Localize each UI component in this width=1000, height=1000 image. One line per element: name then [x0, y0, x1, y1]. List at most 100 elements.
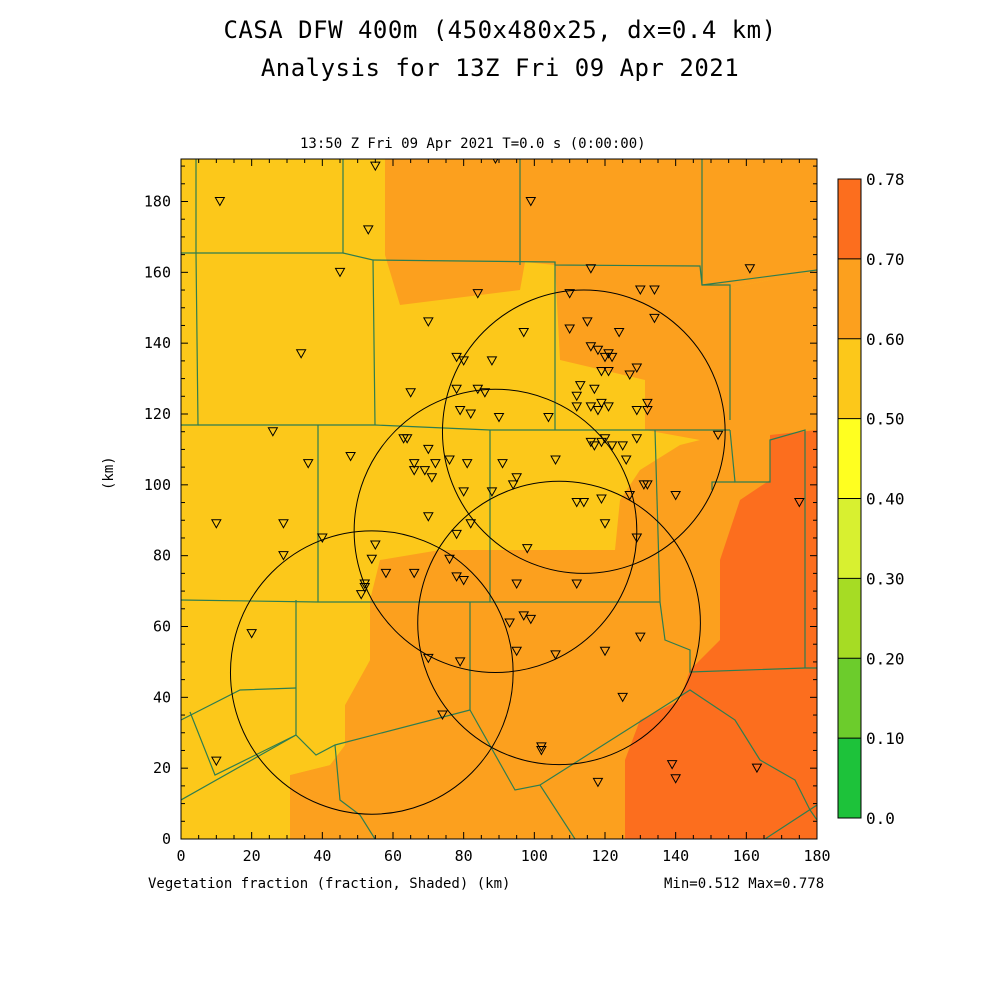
station-marker: [210, 519, 222, 529]
station-marker: [571, 391, 583, 402]
colorbar: 0.0 0.10 0.20 0.30 0.40 0.50 0.60 0.70 0.78: [837, 170, 905, 828]
station-marker: [419, 466, 431, 476]
station-marker: [550, 650, 561, 660]
station-marker: [465, 409, 477, 420]
y-tick-label: 140: [144, 334, 171, 352]
x-tick-label: 180: [803, 847, 830, 865]
station-marker: [511, 473, 523, 483]
radar-ring-2: [353, 388, 638, 674]
station-marker: [437, 710, 448, 721]
station-marker: [511, 646, 523, 657]
station-marker: [461, 459, 473, 469]
station-marker: [465, 519, 477, 529]
station-marker: [631, 434, 643, 444]
station-marker: [210, 756, 222, 767]
station-marker: [422, 444, 434, 455]
station-marker: [617, 692, 629, 703]
station-marker: [479, 388, 491, 398]
station-marker: [596, 367, 607, 377]
station-marker: [564, 289, 576, 299]
x-tick-label: 140: [662, 847, 689, 865]
station-marker: [670, 490, 682, 501]
station-marker: [451, 529, 462, 540]
colorbar-segment: [838, 338, 861, 419]
station-marker: [585, 264, 597, 274]
station-marker: [444, 554, 455, 565]
station-marker: [278, 551, 289, 561]
station-marker: [518, 611, 530, 621]
station-marker: [278, 519, 289, 529]
y-tick-label: 20: [153, 759, 171, 777]
y-tick-label: 160: [144, 263, 171, 281]
x-tick-label: 160: [733, 847, 760, 865]
station-marker: [472, 289, 484, 299]
station-marker: [369, 540, 381, 551]
shaded-field: [181, 159, 817, 839]
colorbar-label: 0.40: [866, 490, 905, 509]
station-marker: [511, 579, 523, 590]
y-tick-label: 0: [162, 830, 171, 848]
station-marker: [631, 363, 643, 373]
station-marker: [751, 763, 763, 774]
station-marker: [571, 579, 583, 590]
station-marker: [642, 398, 653, 409]
station-marker: [507, 480, 519, 490]
y-axis: 0 20 40 60 80 100 120 140 160 180: [144, 165, 817, 848]
station-marker: [585, 342, 597, 352]
station-marker: [599, 519, 611, 529]
map-title-line2: Analysis for 13Z Fri 09 Apr 2021: [260, 54, 740, 82]
station-marker: [422, 653, 434, 664]
region-050-060-southwest: [181, 600, 370, 839]
station-marker: [581, 317, 593, 327]
station-marker: [649, 285, 660, 296]
station-marker: [634, 285, 646, 296]
y-tick-label: 100: [144, 476, 171, 494]
colorbar-segment: [838, 498, 861, 579]
station-marker: [472, 384, 484, 395]
station-marker: [596, 494, 607, 505]
colorbar-segment: [838, 578, 861, 659]
station-marker: [408, 568, 420, 579]
radar-ring-1: [441, 289, 726, 574]
station-marker: [525, 197, 537, 207]
station-marker: [444, 455, 455, 466]
station-marker: [246, 629, 258, 639]
region-060-070-north: [385, 159, 817, 440]
y-tick-label: 40: [153, 688, 171, 706]
station-marker: [564, 324, 576, 335]
y-tick-label: 120: [144, 405, 171, 423]
station-marker: [596, 398, 607, 409]
station-marker: [592, 777, 604, 788]
station-marker: [712, 430, 724, 441]
station-marker: [620, 455, 632, 466]
x-tick-label: 60: [384, 847, 402, 865]
x-tick-label: 80: [455, 847, 473, 865]
station-marker: [536, 745, 547, 756]
station-marker: [599, 646, 611, 657]
colorbar-label: 0.30: [866, 569, 905, 588]
station-marker: [359, 583, 371, 593]
colorbar-label: 0.70: [866, 250, 905, 269]
radar-ring-3: [417, 480, 701, 766]
colorbar-label: 0.20: [866, 649, 905, 668]
map-subtitle: 13:50 Z Fri 09 Apr 2021 T=0.0 s (0:00:00…: [300, 136, 646, 152]
station-marker: [634, 632, 646, 643]
min-max-readout: Min=0.512 Max=0.778: [664, 876, 825, 892]
station-marker: [631, 405, 643, 416]
station-marker: [426, 473, 438, 483]
station-marker: [497, 459, 508, 469]
station-marker: [362, 225, 374, 235]
station-marker: [744, 264, 756, 274]
station-marker: [334, 267, 346, 278]
radar-ring-4: [229, 530, 514, 815]
station-marker: [543, 413, 554, 423]
station-marker: [454, 405, 466, 416]
x-tick-label: 120: [591, 847, 618, 865]
station-marker: [592, 345, 604, 356]
colorbar-label: 0.10: [866, 729, 905, 748]
station-marker: [504, 618, 515, 628]
radar-range-rings: [229, 289, 726, 815]
station-marker: [451, 572, 462, 582]
y-tick-label: 80: [153, 547, 171, 565]
